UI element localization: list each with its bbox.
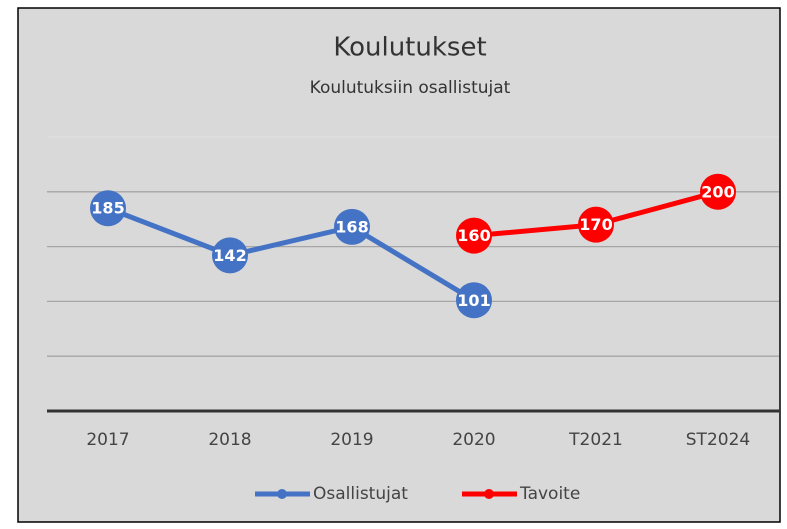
x-tick-label: 2017 [86, 430, 129, 450]
data-label: 168 [335, 217, 368, 236]
legend-label: Tavoite [519, 484, 580, 504]
x-tick-label: 2019 [330, 430, 373, 450]
marker [334, 208, 370, 245]
x-tick-label: 2018 [208, 430, 251, 450]
chart-area [17, 7, 781, 523]
marker [578, 206, 614, 243]
legend-marker [277, 489, 287, 499]
marker [700, 173, 736, 210]
data-label: 160 [457, 226, 490, 245]
marker [456, 217, 492, 254]
chart-subtitle: Koulutuksiin osallistujat [310, 78, 511, 98]
data-label: 101 [457, 291, 490, 310]
data-label: 185 [91, 199, 124, 218]
data-label: 170 [579, 215, 612, 234]
chart-title: Koulutukset [333, 33, 486, 63]
x-tick-label: T2021 [568, 430, 623, 450]
data-label: 200 [701, 182, 734, 201]
series-line [107, 205, 476, 303]
legend-marker [484, 489, 494, 499]
x-tick-label: 2020 [452, 430, 495, 450]
data-label: 142 [213, 246, 246, 265]
marker [212, 237, 248, 274]
marker [90, 190, 126, 227]
x-tick-label: ST2024 [686, 430, 750, 450]
marker [456, 282, 492, 319]
legend-label: Osallistujat [313, 484, 408, 504]
